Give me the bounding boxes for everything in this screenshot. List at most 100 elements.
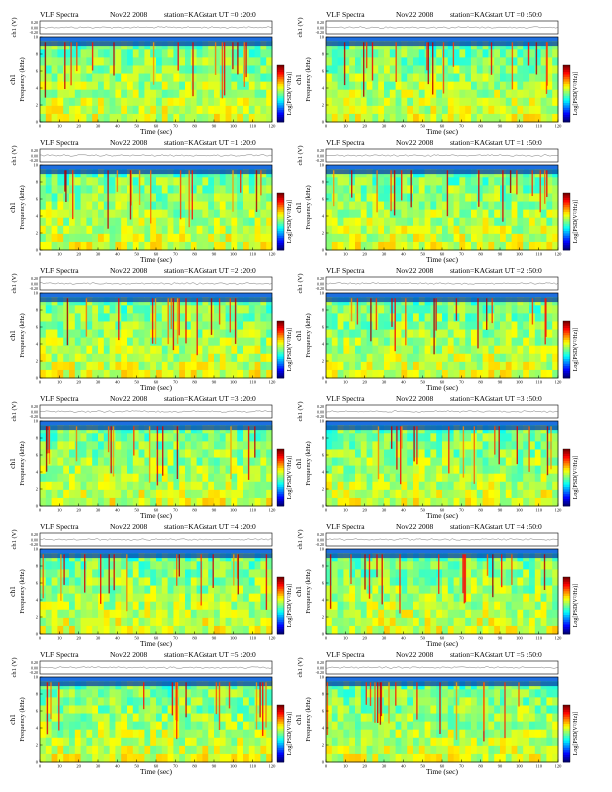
spectrogram-streak	[179, 170, 182, 220]
spectrogram-cell	[51, 441, 58, 450]
spectrogram-cell	[389, 585, 397, 595]
spectrogram-cell	[202, 625, 209, 635]
spectrogram-cell	[202, 369, 209, 379]
spectrogram-cell	[69, 601, 76, 611]
spectrogram-cell	[366, 625, 373, 635]
spectrogram-cell	[366, 97, 373, 107]
spectrogram-cell	[401, 217, 408, 227]
spectrogram-cell	[540, 457, 547, 467]
spectrogram-cell	[254, 57, 261, 66]
spectrogram-cell	[540, 609, 547, 619]
spectrogram-cell	[366, 185, 373, 194]
spectrogram-cell	[366, 457, 373, 467]
spectrogram-cell	[546, 113, 553, 123]
spectrogram-cell	[343, 457, 350, 467]
spectrogram-cell	[74, 89, 82, 99]
spectrogram-streak	[539, 170, 541, 213]
spectrogram-cell	[517, 625, 524, 635]
spectrogram-cell	[488, 489, 495, 499]
spectrogram-cell	[138, 441, 145, 450]
spectrogram-cell	[476, 321, 484, 331]
spectrogram-cell	[179, 473, 186, 483]
spectrogram-cell	[86, 113, 93, 123]
spectrogram-cell	[488, 337, 495, 347]
spectrogram-cell	[453, 89, 460, 99]
spectrogram-cell	[161, 177, 169, 186]
spectrogram-cell	[523, 601, 530, 611]
y-tick-label: 0	[36, 248, 39, 253]
spectrogram-cell	[529, 217, 536, 227]
spectrogram-cell	[366, 449, 373, 459]
spectrogram-cell	[529, 569, 536, 578]
spectrogram-cell	[534, 481, 542, 491]
spectrogram-cell	[45, 313, 53, 322]
spectrogram-cell	[355, 353, 362, 363]
spectrogram-cell	[552, 73, 559, 83]
spectrogram-cell	[326, 449, 333, 459]
spectrogram-cell	[453, 353, 460, 363]
x-tick-label: 70	[173, 508, 178, 513]
x-tick-label: 30	[96, 508, 101, 513]
spectrogram-cell	[494, 473, 501, 483]
amplitude-trace	[39, 154, 273, 157]
spectrogram-cell	[150, 577, 157, 587]
spectrogram-cell	[161, 617, 169, 627]
spectrogram-cell	[552, 561, 559, 570]
spectrogram-cell	[225, 177, 232, 186]
spectrogram-cell	[372, 441, 379, 450]
spectrogram-cell	[413, 449, 420, 459]
colorbar-label: Log[PSD(V²/Hz)]	[572, 200, 579, 243]
amp-tick-label: -0.20	[30, 30, 38, 35]
x-tick-label: 50	[134, 636, 139, 641]
spectrogram-cell	[349, 193, 356, 203]
spectrogram-cell	[360, 217, 368, 227]
spectrogram-cell	[343, 65, 350, 75]
panel-title: VLF Spectra	[326, 394, 365, 403]
spectrogram-cell	[243, 617, 250, 627]
spectrogram-cell	[395, 345, 402, 355]
spectrogram-cell	[523, 489, 530, 499]
spectrogram-cell	[103, 177, 111, 186]
spectrogram-cell	[103, 617, 111, 627]
spectrogram-streak	[426, 42, 428, 71]
spectrogram-cell	[523, 105, 530, 115]
colorbar-segment	[563, 207, 570, 211]
spectrogram-cell	[156, 313, 163, 322]
spectrogram-cell	[132, 241, 140, 251]
spectrogram-cell	[465, 73, 472, 83]
spectrogram-cell	[326, 89, 333, 99]
spectrogram-streak	[66, 298, 69, 346]
spectrogram-cell	[208, 113, 215, 123]
spectrogram-cell	[254, 185, 261, 194]
spectrogram-cell	[523, 329, 530, 339]
spectrogram-cell	[418, 601, 426, 611]
spectrogram-cell	[161, 201, 169, 211]
spectrogram-cell	[442, 73, 449, 83]
spectrogram-cell	[208, 201, 215, 211]
spectrogram-cell	[127, 305, 134, 314]
spectrogram-cell	[185, 345, 192, 355]
spectrogram-cell	[517, 481, 524, 491]
spectrogram-streak	[395, 42, 397, 82]
x-tick-label: 70	[173, 124, 178, 129]
spectrogram-cell	[167, 329, 174, 339]
spectrogram-cell	[424, 601, 431, 611]
spectrogram-cell	[248, 313, 256, 322]
spectrogram-cell	[86, 217, 93, 227]
spectrogram-cell	[115, 433, 122, 442]
spectrogram-cell	[219, 593, 227, 603]
spectrogram-cell	[92, 361, 99, 371]
spectrogram-cell	[57, 65, 64, 75]
spectrogram-cell	[343, 49, 350, 58]
spectrogram-cell	[115, 353, 122, 363]
spectrogram-cell	[121, 201, 128, 211]
amp-tick-label: 0.20	[31, 660, 38, 665]
spectrogram-cell	[144, 625, 151, 635]
spectrogram-cell	[86, 609, 93, 619]
spectrogram-cell	[511, 473, 518, 483]
spectrogram-cell	[372, 321, 379, 331]
spectrogram-cell	[413, 193, 420, 203]
spectrogram-cell	[331, 81, 339, 91]
spectrogram-cell	[540, 225, 547, 235]
spectrogram-cell	[378, 97, 385, 107]
